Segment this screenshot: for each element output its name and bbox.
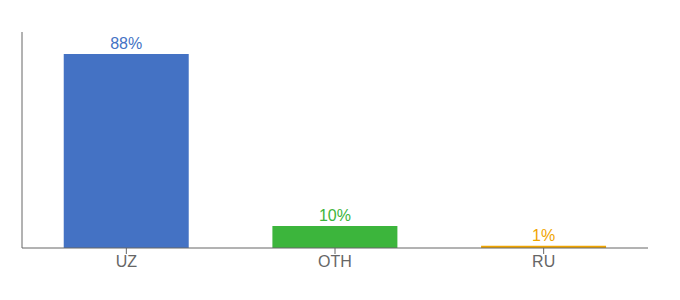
svg-text:UZ: UZ — [116, 253, 138, 270]
svg-text:1%: 1% — [532, 227, 555, 244]
svg-text:88%: 88% — [110, 35, 142, 52]
svg-text:OTH: OTH — [318, 253, 352, 270]
svg-text:10%: 10% — [319, 207, 351, 224]
svg-text:RU: RU — [532, 253, 555, 270]
